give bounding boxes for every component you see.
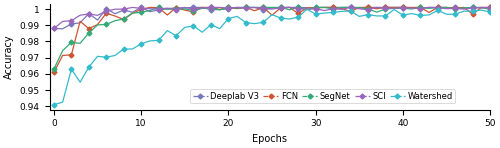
- Legend: Deeplab V3, FCN, SegNet, SCI, Watershed: Deeplab V3, FCN, SegNet, SCI, Watershed: [190, 89, 455, 103]
- X-axis label: Epochs: Epochs: [252, 134, 288, 144]
- Y-axis label: Accuracy: Accuracy: [4, 34, 14, 79]
